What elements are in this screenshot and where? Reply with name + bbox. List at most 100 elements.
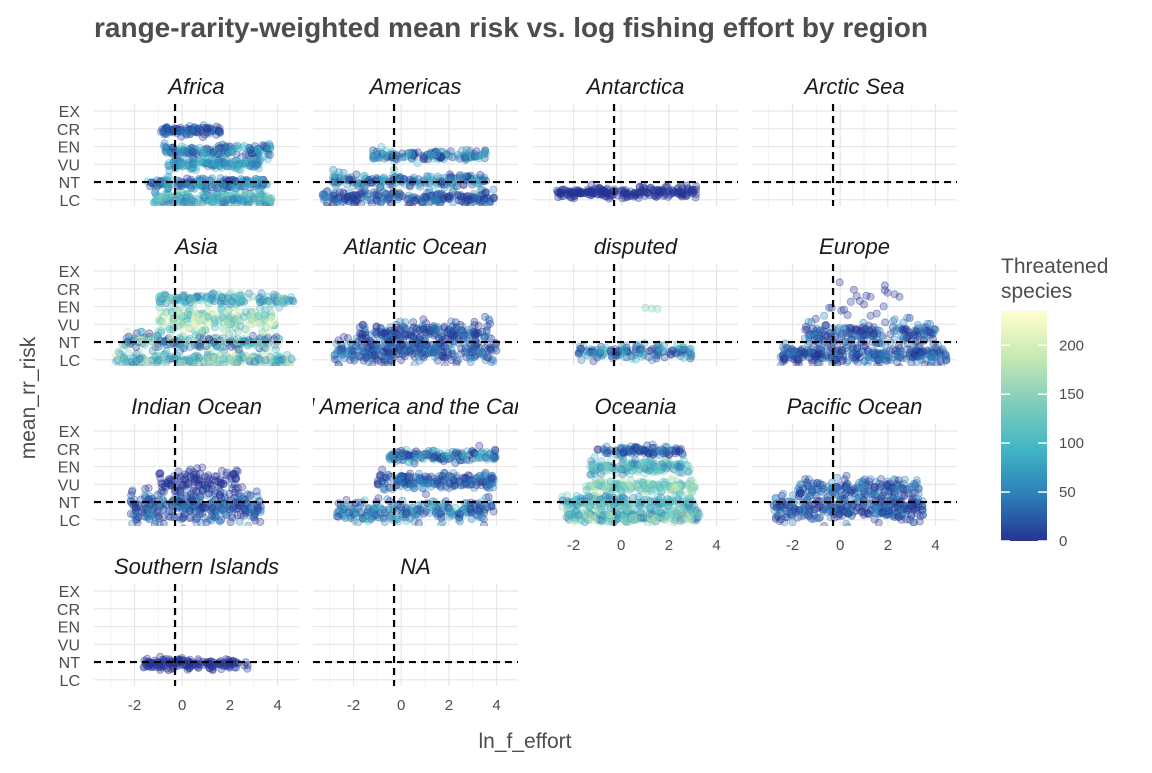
data-point [882,319,889,326]
facet-strip-label: disputed [594,234,678,259]
data-point [232,475,239,482]
data-point [480,521,487,528]
data-point [600,188,607,195]
data-point [225,297,232,304]
data-point [838,307,845,314]
facet-strip-label: Oceania [595,394,677,419]
facet-panel: Oceania [533,394,738,531]
data-point [417,333,424,340]
data-point [266,143,273,150]
points-layer [144,122,275,211]
data-point [429,455,436,462]
data-point [325,206,332,213]
facet-panel: Atlantic Ocean [313,234,518,369]
data-point [229,485,236,492]
data-point [378,199,385,206]
data-point [329,174,336,181]
data-point [257,518,264,525]
facet-panel: Europe [752,234,957,371]
data-point [290,298,297,305]
data-point [809,325,816,332]
data-point [155,195,162,202]
data-point [836,279,843,286]
data-point [462,453,469,460]
data-point [159,487,166,494]
data-point [880,335,887,342]
data-point [358,334,365,341]
facet-strip-label: Arctic Sea [802,74,904,99]
data-point [860,301,867,308]
data-point [621,354,628,361]
data-point [136,356,143,363]
data-point [223,472,230,479]
data-point [411,197,418,204]
data-point [181,327,188,334]
data-point [490,508,497,515]
data-point [194,322,201,329]
data-point [374,514,381,521]
data-point [806,333,813,340]
data-point [128,358,135,365]
data-point [163,149,170,156]
data-point [781,356,788,363]
data-point [155,357,162,364]
data-point [691,186,698,193]
data-point [442,354,449,361]
data-point [392,155,399,162]
data-point [199,464,206,471]
data-point [415,520,422,527]
data-point [180,514,187,521]
data-point [176,128,183,135]
data-point [379,478,386,485]
data-point [451,153,458,160]
data-point [812,315,819,322]
data-point [467,359,474,366]
facet-panel: disputed [533,234,738,366]
data-point [921,361,928,368]
data-point [238,292,245,299]
data-point [654,187,661,194]
data-point [319,192,326,199]
data-point [183,131,190,138]
points-layer [575,304,695,365]
data-point [244,354,251,361]
data-point [379,150,386,157]
data-point [881,349,888,356]
data-point [381,330,388,337]
data-point [901,334,908,341]
data-point [360,322,367,329]
facet-panel: Central America and the Caribbean [243,394,587,529]
data-point [459,172,466,179]
data-point [210,199,217,206]
data-point [247,512,254,519]
data-point [355,346,362,353]
data-point [844,311,851,318]
data-point [202,504,209,511]
data-point [334,198,341,205]
data-point [900,326,907,333]
data-point [473,349,480,356]
data-point [205,479,212,486]
data-point [420,485,427,492]
data-point [137,328,144,335]
data-point [250,195,257,202]
data-point [401,353,408,360]
data-point [387,456,394,463]
data-point [268,316,275,323]
data-point [260,357,267,364]
facet-panel: Americas [313,74,518,213]
points-layer [559,441,704,531]
data-point [488,475,495,482]
data-point [179,360,186,367]
facet-panel: Asia [94,234,299,372]
data-point [178,481,185,488]
data-point [146,359,153,366]
data-point [211,298,218,305]
data-point [213,343,220,350]
data-point [867,293,874,300]
data-point [232,157,239,164]
facet-strip-label: Europe [819,234,890,259]
data-point [471,330,478,337]
data-point [157,327,164,334]
data-point [452,449,459,456]
